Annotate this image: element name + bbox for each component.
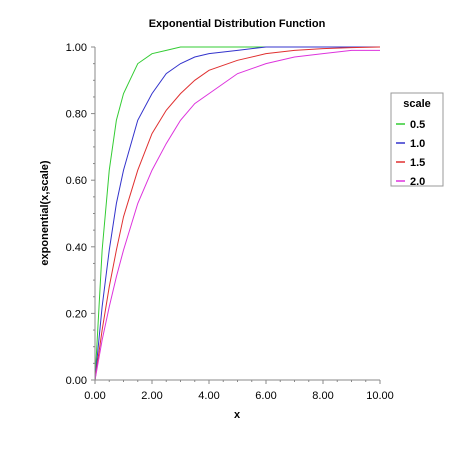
x-tick-label: 8.00 xyxy=(312,390,333,402)
x-tick-label: 4.00 xyxy=(198,390,219,402)
plot-area xyxy=(94,46,381,381)
x-tick-label: 10.00 xyxy=(366,390,394,402)
legend-label: 1.5 xyxy=(410,157,425,169)
chart-title: Exponential Distribution Function xyxy=(149,18,326,30)
x-ticks: 0.00 2.00 4.00 6.00 8.00 10.00 xyxy=(84,380,394,402)
y-ticks: 0.00 0.20 0.40 0.60 0.80 1.00 xyxy=(66,42,95,387)
series-line-2.0 xyxy=(94,49,380,381)
legend: scale 0.5 1.0 1.5 2.0 xyxy=(390,92,444,188)
series-line-1.5 xyxy=(94,46,381,381)
y-tick-label: 0.20 xyxy=(66,308,87,320)
legend-box xyxy=(390,92,444,187)
y-tick-label: 0.00 xyxy=(66,375,87,387)
legend-title: scale xyxy=(403,98,431,110)
y-tick-label: 0.80 xyxy=(66,109,87,121)
y-tick-label: 0.60 xyxy=(66,175,87,187)
series-line-0.5 xyxy=(94,46,380,381)
x-tick-label: 2.00 xyxy=(141,390,162,402)
series-line-1.0 xyxy=(94,46,380,381)
y-tick-label: 1.00 xyxy=(66,42,87,54)
y-tick-label: 0.40 xyxy=(66,242,87,254)
x-tick-label: 0.00 xyxy=(84,390,105,402)
y-axis-label: exponential(x,scale) xyxy=(39,160,51,265)
legend-label: 0.5 xyxy=(410,119,425,131)
legend-label: 1.0 xyxy=(410,138,425,150)
legend-items: 0.5 1.0 1.5 2.0 xyxy=(396,119,425,188)
x-tick-label: 6.00 xyxy=(255,390,276,402)
legend-label: 2.0 xyxy=(410,176,425,188)
x-axis-label: x xyxy=(234,409,241,421)
